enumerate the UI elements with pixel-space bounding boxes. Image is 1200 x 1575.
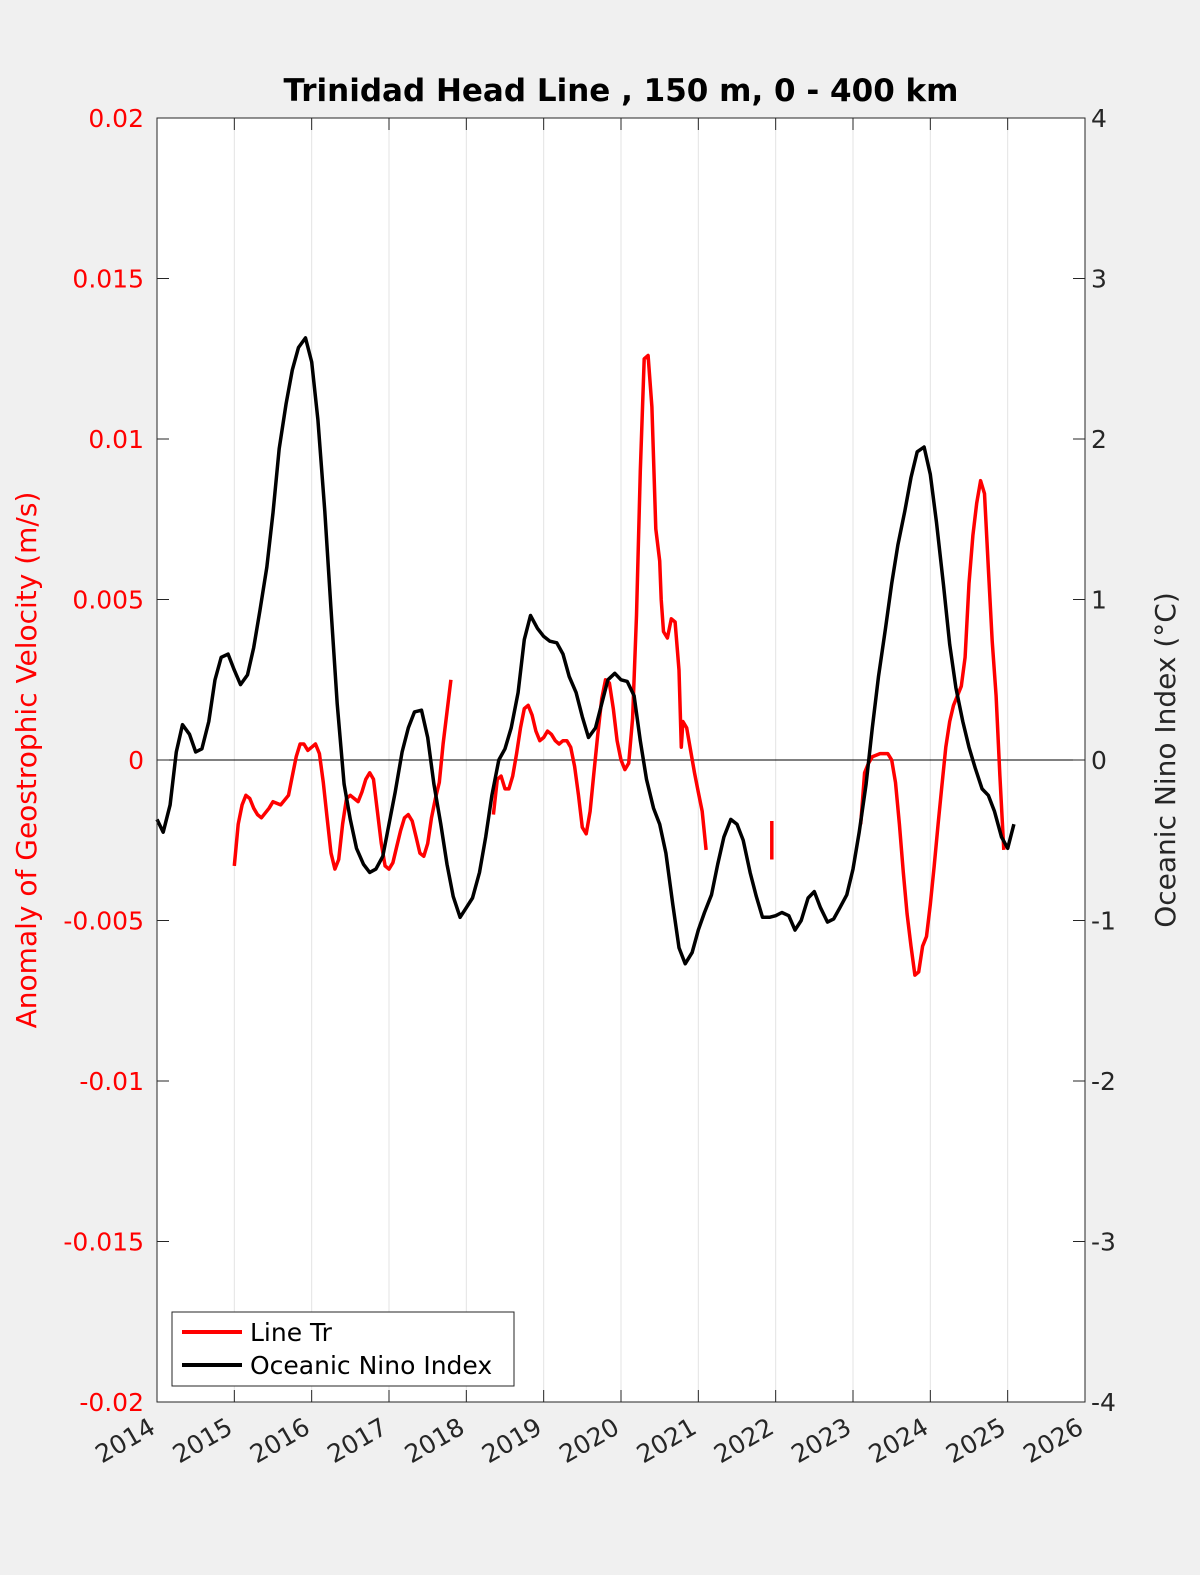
x-tick-label: 2024 (864, 1412, 934, 1469)
x-tick-label: 2019 (477, 1412, 547, 1469)
legend: Line Tr Oceanic Nino Index (171, 1311, 515, 1387)
x-tick-label: 2017 (322, 1412, 392, 1469)
legend-box (171, 1311, 515, 1387)
left-tick-label: -0.005 (63, 907, 144, 936)
right-tick-label: -4 (1091, 1388, 1116, 1417)
x-tick-label: 2014 (90, 1412, 160, 1469)
left-tick-label: -0.01 (79, 1067, 144, 1096)
x-tick-label: 2021 (632, 1412, 702, 1469)
left-axis-label: Anomaly of Geostrophic Velocity (m/s) (10, 492, 43, 1029)
right-tick-label: 3 (1091, 265, 1107, 294)
series-layer (155, 336, 1016, 977)
left-tick-label: 0 (128, 746, 144, 775)
right-axis-label: Oceanic Nino Index (°C) (1149, 592, 1182, 928)
left-tick-label: 0.005 (72, 586, 144, 615)
right-tick-label: -2 (1091, 1067, 1116, 1096)
left-tick-label: 0.02 (88, 104, 144, 133)
right-tick-label: 1 (1091, 586, 1107, 615)
series-line-line-tr-segment-3 (858, 478, 1006, 977)
x-tick-label: 2023 (786, 1412, 856, 1469)
right-tick-label: 2 (1091, 425, 1107, 454)
left-tick-label: -0.02 (79, 1388, 144, 1417)
x-tick-label: 2025 (941, 1412, 1011, 1469)
x-tick-label: 2026 (1018, 1412, 1088, 1469)
series-line-oni-segment-0 (155, 336, 1016, 966)
x-tick-label: 2016 (245, 1412, 315, 1469)
series-line-line-tr-segment-1 (491, 353, 708, 851)
right-tick-label: 4 (1091, 104, 1107, 133)
x-tick-label: 2022 (709, 1412, 779, 1469)
left-axis: -0.02 -0.015 -0.01 -0.005 0 0.005 0.01 0.015 0.0… (63, 104, 169, 1417)
x-tick-label: 2015 (168, 1412, 238, 1469)
left-tick-label: 0.015 (72, 265, 144, 294)
series-line-line-tr-segment-0 (232, 679, 453, 871)
chart-title: Trinidad Head Line , 150 m, 0 - 400 km (284, 73, 959, 109)
x-tick-label: 2018 (400, 1412, 470, 1469)
x-tick-label: 2020 (554, 1412, 624, 1469)
legend-label-line-tr: Line Tr (250, 1318, 333, 1347)
right-axis: -4 -3 -2 -1 0 1 2 3 4 (1073, 104, 1116, 1417)
legend-label-oni: Oceanic Nino Index (250, 1351, 492, 1380)
right-tick-label: -3 (1091, 1228, 1116, 1257)
right-tick-label: -1 (1091, 907, 1116, 936)
right-tick-label: 0 (1091, 746, 1107, 775)
left-tick-label: -0.015 (63, 1228, 144, 1257)
left-tick-label: 0.01 (88, 425, 144, 454)
